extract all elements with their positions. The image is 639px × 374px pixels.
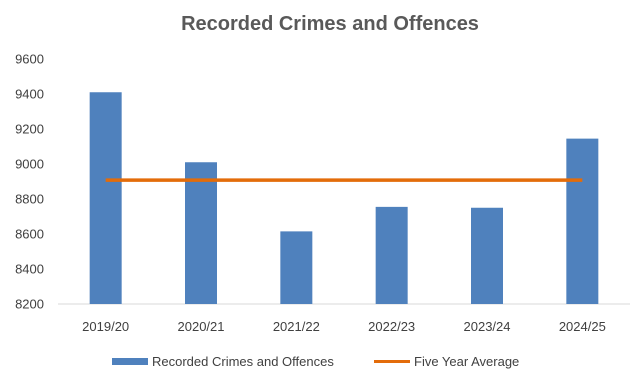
bar-series — [89, 92, 599, 304]
legend-swatch-recorded-crimes — [112, 358, 148, 365]
y-tick-label: 8400 — [15, 262, 44, 277]
y-tick-label: 9600 — [15, 52, 44, 67]
bar — [566, 138, 599, 304]
bar — [185, 162, 217, 304]
y-tick-label: 8600 — [15, 227, 44, 242]
y-tick-label: 9000 — [15, 157, 44, 172]
x-axis-ticks: 2019/20 2020/21 2021/22 2022/23 2023/24 2024/… — [82, 319, 606, 334]
x-tick-label: 2024/25 — [559, 319, 606, 334]
x-tick-label: 2020/21 — [178, 319, 225, 334]
y-tick-label: 9400 — [15, 87, 44, 102]
legend: Recorded Crimes and Offences Five Year A… — [112, 354, 519, 369]
x-tick-label: 2021/22 — [273, 319, 320, 334]
y-axis-ticks: 8200 8400 8600 8800 9000 9200 9400 9600 — [15, 52, 44, 312]
bar — [471, 207, 503, 304]
y-tick-label: 9200 — [15, 122, 44, 137]
x-tick-label: 2022/23 — [368, 319, 415, 334]
legend-label-five-year-average: Five Year Average — [414, 354, 519, 369]
bar — [89, 92, 122, 304]
bar — [375, 206, 408, 304]
chart-title: Recorded Crimes and Offences — [181, 13, 479, 35]
bar — [280, 231, 313, 304]
x-tick-label: 2019/20 — [82, 319, 129, 334]
y-tick-label: 8200 — [15, 297, 44, 312]
y-tick-label: 8800 — [15, 192, 44, 207]
x-tick-label: 2023/24 — [464, 319, 511, 334]
legend-label-recorded-crimes: Recorded Crimes and Offences — [152, 354, 334, 369]
